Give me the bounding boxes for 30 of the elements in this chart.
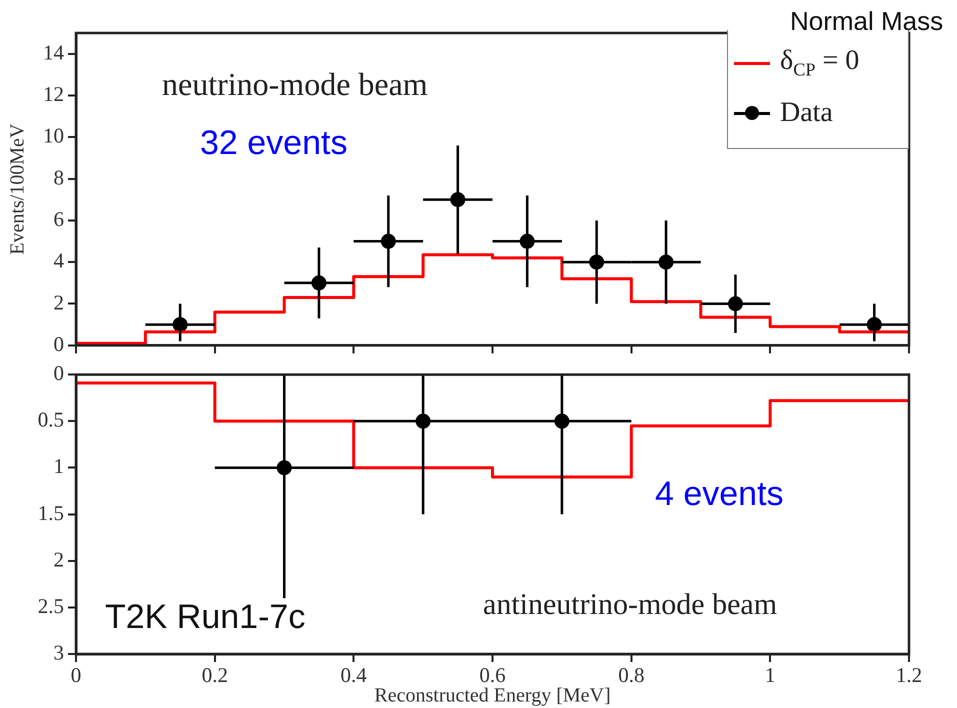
y-tick-label: 1.5 <box>38 500 64 525</box>
y-tick-label: 12 <box>43 82 64 106</box>
legend-label: Data <box>780 97 833 129</box>
x-tick-label: 0.2 <box>202 663 228 688</box>
y-tick-label: 8 <box>54 165 64 190</box>
annotation: T2K Run1-7c <box>105 598 306 636</box>
x-tick-label: 1.2 <box>896 663 922 688</box>
annotation: 32 events <box>200 124 348 162</box>
annotation: neutrino-mode beam <box>162 66 428 102</box>
annotation: Normal Mass <box>790 6 944 36</box>
y-tick-label: 4 <box>54 248 64 273</box>
legend-label: δ$_{CP}$ = 0 <box>780 45 860 81</box>
y-tick-label: 14 <box>43 40 64 64</box>
y-tick-label: 0 <box>54 332 64 356</box>
annotation: 4 events <box>655 475 784 513</box>
y-tick-label: 6 <box>54 206 64 231</box>
x-tick-label: 0.8 <box>618 663 644 688</box>
y-tick-label: 0.5 <box>38 408 64 432</box>
x-tick-label: 1 <box>764 663 776 688</box>
y-tick-label: 2.5 <box>38 594 64 618</box>
x-tick-label: 0 <box>70 663 82 688</box>
y-tick-label: 0 <box>54 361 64 386</box>
y-tick-label: 1 <box>54 454 64 478</box>
y-tick-label: 2 <box>54 547 64 572</box>
annotation: antineutrino-mode beam <box>483 588 778 621</box>
y-axis-title: Events/100MeV <box>6 123 28 255</box>
x-tick-label: 0.4 <box>340 663 368 688</box>
y-tick-label: 10 <box>43 124 64 148</box>
y-tick-label: 2 <box>54 290 64 314</box>
y-tick-label: 3 <box>54 640 64 665</box>
